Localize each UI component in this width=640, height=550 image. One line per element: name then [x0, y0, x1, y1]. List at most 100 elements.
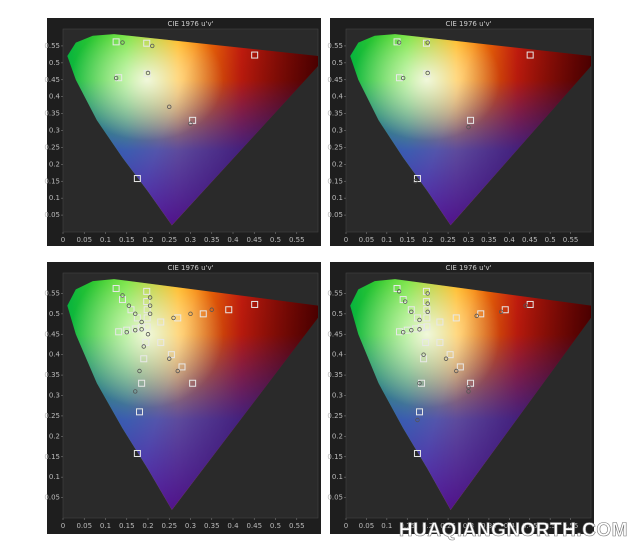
y-tick-label: 0.3: [332, 392, 343, 400]
measured-marker: [421, 352, 426, 357]
measured-marker: [209, 307, 214, 312]
x-tick-label: 0.2: [422, 236, 433, 244]
y-tick-label: 0.25: [44, 143, 60, 151]
x-tick-label: 0.45: [522, 236, 538, 244]
target-marker: [413, 314, 421, 322]
target-marker: [178, 363, 186, 371]
target-marker: [423, 306, 431, 314]
y-tick-label: 0.15: [44, 177, 60, 185]
y-tick-label: 0.2: [332, 432, 343, 440]
y-tick-label: 0.35: [327, 371, 343, 379]
measured-marker: [425, 291, 430, 296]
y-tick-label: 0.4: [49, 351, 61, 359]
target-marker: [413, 449, 421, 457]
target-marker: [395, 74, 403, 82]
target-marker: [143, 39, 151, 47]
y-tick-label: 0.2: [332, 160, 343, 168]
target-marker: [526, 51, 534, 59]
target-marker: [143, 306, 151, 314]
y-tick-label: 0.45: [327, 330, 343, 338]
x-tick-label: 0.05: [76, 236, 92, 244]
y-tick-label: 0.2: [49, 160, 60, 168]
x-tick-label: 0.25: [440, 522, 456, 530]
target-marker: [422, 338, 430, 346]
y-tick-label: 0.4: [332, 351, 344, 359]
y-tick-label: 0.25: [327, 143, 343, 151]
measured-marker: [137, 368, 142, 374]
measured-marker: [474, 313, 479, 319]
x-tick-label: 0.1: [100, 236, 111, 244]
target-marker: [225, 306, 233, 314]
y-tick-label: 0.35: [327, 110, 343, 118]
measured-marker: [466, 385, 471, 390]
target-marker: [407, 306, 415, 314]
y-tick-label: 0.1: [332, 473, 343, 481]
measured-marker: [409, 309, 414, 314]
y-tick-label: 0.35: [44, 110, 60, 118]
target-marker: [452, 314, 460, 322]
measured-marker: [443, 356, 449, 361]
chart-title: CIE 1976 u'v': [445, 20, 491, 28]
measured-marker: [147, 303, 153, 308]
measured-marker: [425, 70, 430, 76]
x-tick-label: 0.55: [289, 236, 305, 244]
x-tick-label: 0.25: [440, 236, 456, 244]
measured-marker: [147, 295, 153, 300]
target-marker: [446, 351, 454, 359]
measured-marker: [126, 303, 132, 308]
y-tick-label: 0.4: [49, 93, 61, 101]
chart-panel: CIE 1976 u'v' 0 0.05 0.1 0.15 0.2 0.25 0.3 0.35 0…: [44, 262, 321, 534]
x-tick-label: 0.2: [142, 522, 153, 530]
x-tick-label: 0.05: [76, 522, 92, 530]
y-tick-label: 0.05: [44, 494, 60, 502]
y-tick-label: 0.45: [44, 76, 60, 84]
measured-marker: [188, 121, 193, 126]
target-marker: [133, 175, 141, 183]
x-tick-label: 0.15: [119, 522, 135, 530]
measured-marker: [413, 179, 418, 184]
x-tick-label: 0: [344, 236, 348, 244]
target-marker: [133, 449, 141, 457]
measured-marker: [147, 311, 153, 317]
x-tick-label: 0: [61, 236, 65, 244]
x-tick-label: 0.1: [381, 522, 392, 530]
x-tick-label: 0.35: [204, 236, 220, 244]
y-tick-label: 0.5: [49, 59, 60, 67]
measured-marker: [400, 75, 406, 81]
x-tick-label: 0.55: [563, 522, 579, 530]
x-tick-label: 0.35: [481, 522, 497, 530]
target-marker: [423, 70, 431, 78]
target-marker: [251, 300, 259, 308]
y-tick-label: 0.15: [327, 177, 343, 185]
y-tick-label: 0.3: [49, 392, 60, 400]
y-tick-label: 0.1: [332, 194, 343, 202]
x-tick-label: 0.5: [270, 522, 281, 530]
x-tick-label: 0.55: [289, 522, 305, 530]
y-tick-label: 0.15: [44, 453, 60, 461]
measured-marker: [417, 327, 422, 332]
measured-marker: [133, 389, 138, 394]
x-tick-label: 0.4: [227, 236, 239, 244]
target-marker: [456, 363, 464, 371]
y-tick-label: 0.05: [327, 494, 343, 502]
x-tick-label: 0.3: [185, 522, 196, 530]
measured-marker: [133, 327, 138, 333]
x-tick-label: 0: [344, 522, 348, 530]
y-tick-label: 0.5: [49, 310, 60, 318]
target-marker: [143, 70, 151, 78]
x-tick-label: 0.55: [563, 236, 579, 244]
x-tick-label: 0.35: [204, 522, 220, 530]
measured-marker: [417, 381, 422, 386]
measured-marker: [466, 124, 471, 130]
y-tick-label: 0.55: [44, 42, 60, 50]
target-marker: [143, 298, 151, 306]
y-tick-label: 0.55: [44, 289, 60, 297]
target-marker: [123, 326, 131, 334]
chart-title: CIE 1976 u'v': [445, 264, 491, 272]
y-tick-label: 0.25: [327, 412, 343, 420]
target-marker: [112, 38, 120, 46]
target-marker: [501, 306, 509, 314]
target-marker: [399, 296, 407, 304]
x-tick-label: 0.5: [545, 236, 556, 244]
y-tick-label: 0.2: [49, 432, 60, 440]
